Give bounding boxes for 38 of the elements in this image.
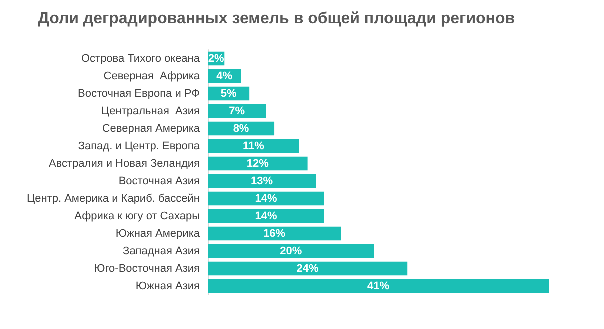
bar [208, 156, 308, 171]
chart-title: Доли деградированных земель в общей площади регионов [38, 10, 516, 28]
data-label: 12% [246, 158, 270, 170]
y-tick-label: Южная Америка [116, 228, 201, 240]
y-tick-label: Центральная Азия [102, 105, 200, 118]
bar [208, 174, 316, 188]
y-tick-label: Австралия и Новая Зеландия [48, 158, 200, 170]
data-label: 24% [296, 262, 320, 275]
y-tick-label: Африка к югу от Сахары [74, 210, 200, 222]
y-tick-label: Южная Азия [136, 280, 200, 292]
bar [208, 279, 549, 294]
data-label: 16% [264, 228, 286, 240]
bar [208, 209, 324, 224]
data-label: 14% [255, 210, 278, 222]
bar [208, 244, 374, 258]
y-tick-label: Острова Тихого океана [81, 52, 201, 65]
bar [208, 226, 342, 241]
y-tick-label: Северная Африка [104, 70, 201, 82]
data-label: 5% [220, 88, 237, 100]
y-tick-label: Северная Америка [102, 122, 201, 135]
data-label: 4% [216, 70, 233, 82]
data-label: 2% [208, 52, 224, 65]
y-tick-label: Центр. Америка и Кариб. бассейн [26, 192, 200, 205]
data-label: 8% [233, 122, 250, 135]
data-label: 14% [255, 192, 278, 205]
data-label: 7% [229, 105, 246, 118]
y-tick-label: Юго-Восточная Азия [94, 262, 200, 275]
data-label: 41% [367, 280, 390, 292]
y-tick-label: Запад. и Центр. Европа [78, 140, 201, 152]
data-label: 20% [280, 245, 302, 258]
y-tick-label: Восточная Азия [118, 175, 200, 188]
bar [208, 262, 408, 276]
data-label: 11% [243, 140, 265, 152]
bar [208, 192, 324, 206]
data-label: 13% [251, 175, 274, 188]
y-tick-label: Восточная Европа и РФ [78, 88, 200, 100]
y-tick-label: Западная Азия [123, 245, 200, 258]
bar [208, 139, 300, 154]
